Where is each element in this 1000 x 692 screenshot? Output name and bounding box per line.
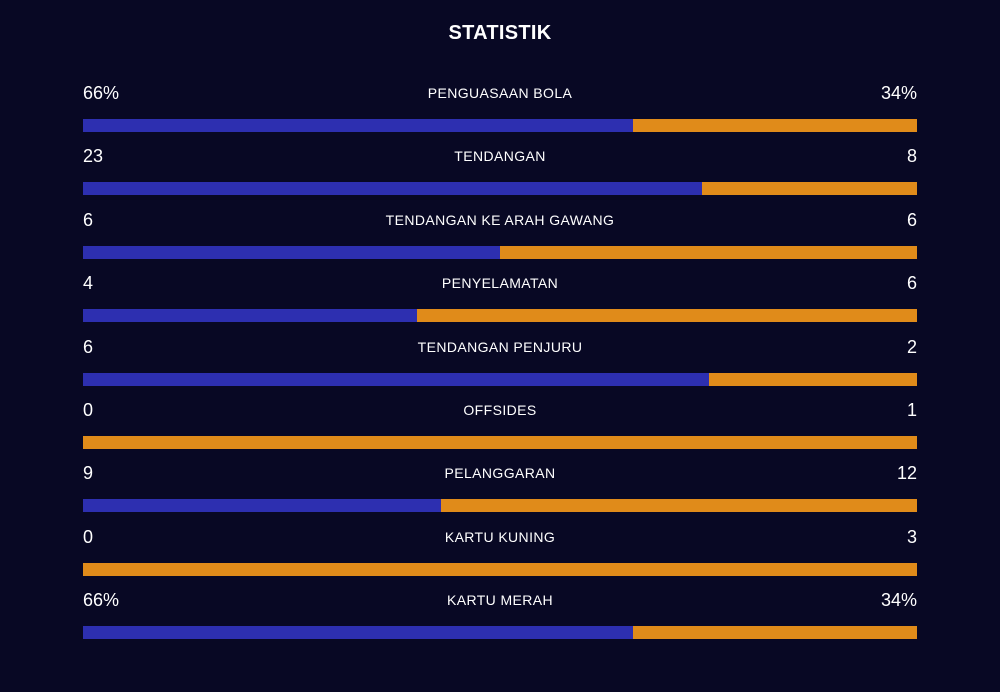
stat-label: PENYELAMATAN — [441, 275, 559, 292]
away-bar-segment — [83, 435, 917, 449]
home-value: 0 — [83, 399, 94, 420]
home-value: 4 — [83, 273, 94, 294]
stat-row-yellow-cards: 0 KARTU KUNING 3 — [83, 523, 917, 586]
stat-row-corners: 6 TENDANGAN PENJURU 2 — [83, 333, 917, 396]
stat-row-fouls: 9 PELANGGARAN 12 — [83, 459, 917, 522]
home-bar-segment — [83, 309, 417, 323]
comparison-bar — [83, 182, 917, 196]
comparison-bar — [83, 245, 917, 259]
home-bar-segment — [83, 372, 709, 386]
away-value: 3 — [906, 526, 917, 547]
away-bar-segment — [500, 245, 917, 259]
home-bar-segment — [83, 626, 634, 640]
away-bar-segment — [416, 309, 917, 323]
comparison-bar — [83, 309, 917, 323]
away-bar-segment — [83, 562, 917, 576]
away-bar-segment — [633, 626, 917, 640]
home-value: 23 — [83, 146, 104, 167]
away-value: 6 — [906, 209, 917, 230]
stat-label: PELANGGARAN — [444, 465, 556, 482]
stat-row-ball-possession: 66% PENGUASAAN BOLA 34% — [83, 79, 917, 142]
comparison-bar — [83, 562, 917, 576]
home-value: 9 — [83, 463, 94, 484]
stat-row-red-cards: 66% KARTU MERAH 34% — [83, 586, 917, 649]
stat-label: TENDANGAN PENJURU — [417, 338, 583, 355]
comparison-bar — [83, 626, 917, 640]
stat-row-saves: 4 PENYELAMATAN 6 — [83, 269, 917, 332]
away-bar-segment — [440, 499, 917, 513]
stat-label: KARTU MERAH — [446, 592, 554, 609]
away-value: 8 — [906, 146, 917, 167]
home-value: 6 — [83, 209, 94, 230]
away-bar-segment — [633, 119, 917, 132]
stat-label: KARTU KUNING — [444, 528, 556, 545]
stat-label: OFFSIDES — [463, 401, 537, 418]
home-bar-segment — [83, 245, 500, 259]
home-value: 6 — [83, 336, 94, 357]
home-value: 66% — [83, 83, 120, 103]
away-bar-segment — [701, 182, 917, 196]
away-value: 12 — [896, 463, 917, 484]
stats-list: 66% PENGUASAAN BOLA 34% 23 TENDANGAN 8 6… — [83, 79, 917, 650]
home-value: 0 — [83, 526, 94, 547]
comparison-bar — [83, 119, 917, 132]
away-value: 34% — [880, 590, 917, 611]
away-value: 2 — [906, 336, 917, 357]
away-bar-segment — [708, 372, 917, 386]
comparison-bar — [83, 435, 917, 449]
away-value: 1 — [906, 399, 917, 420]
stat-label: PENGUASAAN BOLA — [427, 85, 573, 101]
home-bar-segment — [83, 182, 702, 196]
away-value: 34% — [880, 83, 917, 103]
home-value: 66% — [83, 590, 120, 611]
comparison-bar — [83, 372, 917, 386]
stat-label: TENDANGAN KE ARAH GAWANG — [385, 211, 615, 228]
home-bar-segment — [83, 499, 441, 513]
stat-row-shots: 23 TENDANGAN 8 — [83, 142, 917, 205]
stat-row-shots-on-target: 6 TENDANGAN KE ARAH GAWANG 6 — [83, 206, 917, 269]
stat-row-offsides: 0 OFFSIDES 1 — [83, 396, 917, 459]
home-bar-segment — [83, 119, 634, 132]
comparison-bar — [83, 499, 917, 513]
away-value: 6 — [906, 273, 917, 294]
section-title: STATISTIK — [448, 22, 552, 44]
stat-label: TENDANGAN — [454, 148, 546, 165]
